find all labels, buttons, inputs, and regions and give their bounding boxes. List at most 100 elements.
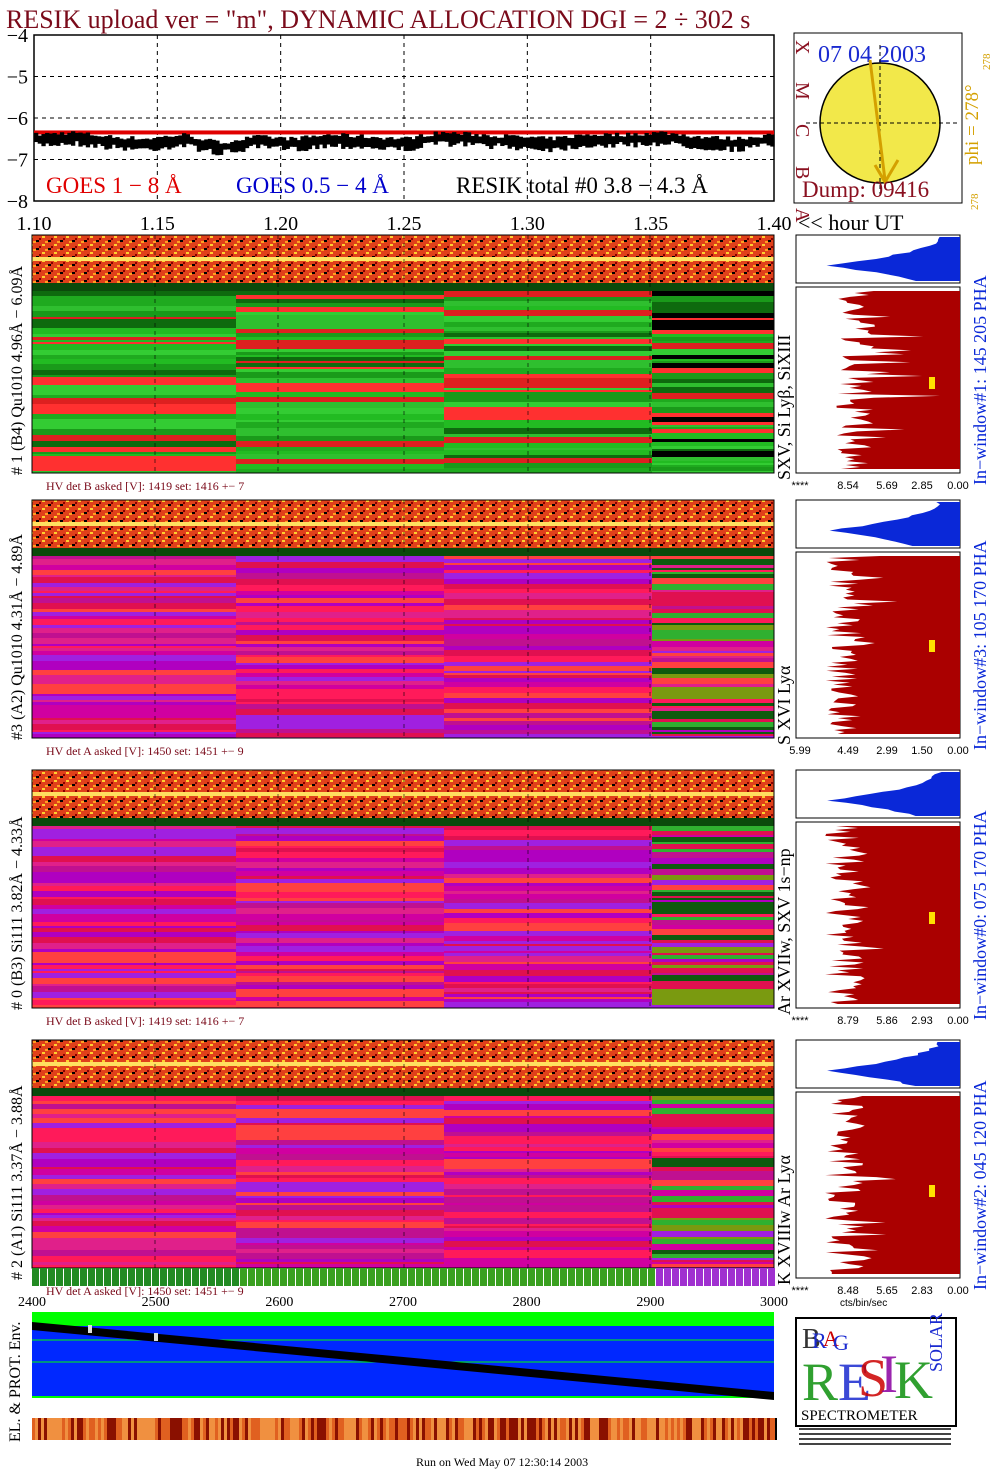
dark-stripe	[32, 1088, 774, 1096]
env-strip-mark	[371, 1418, 374, 1440]
spectra-stripe	[652, 451, 774, 457]
resik-total-bar	[489, 137, 494, 150]
spectra-stripe	[236, 1125, 444, 1130]
spectra-stripe	[444, 1136, 652, 1138]
checker-cell	[728, 1268, 735, 1286]
resik-total-bar	[577, 134, 583, 147]
spectra-stripe	[32, 897, 236, 899]
spectra-stripe	[652, 326, 774, 330]
env-strip-mark	[521, 1418, 524, 1440]
resik-total-bar	[74, 132, 79, 142]
spectra-stripe	[32, 447, 236, 452]
spectra-stripe	[32, 926, 236, 928]
spectra-stripe	[652, 722, 774, 727]
spectra-stripe	[444, 1228, 652, 1231]
hist-red	[825, 556, 960, 734]
env-strip-mark	[446, 1418, 449, 1440]
env-strip-mark	[248, 1418, 251, 1440]
spectra-stripe	[32, 296, 236, 301]
env-strip-mark	[344, 1418, 347, 1440]
spectra-stripe	[236, 454, 444, 459]
spectra-stripe	[652, 912, 774, 914]
spectra-stripe	[236, 846, 444, 848]
spectra-stripe	[652, 858, 774, 864]
spectra-stripe	[652, 1250, 774, 1254]
checker-cell	[224, 1268, 231, 1286]
env-strip-mark	[686, 1418, 689, 1440]
spectra-stripe	[32, 949, 236, 952]
spectra-stripe	[652, 1202, 774, 1205]
resik-total-bar	[755, 137, 760, 147]
resik-total-bar	[485, 135, 490, 147]
spectra-stripe	[444, 1205, 652, 1208]
spectra-stripe	[236, 973, 444, 976]
spectra-stripe	[652, 835, 774, 837]
env-strip-mark	[284, 1418, 287, 1440]
spectra-stripe	[32, 596, 236, 598]
spectra-stripe	[652, 302, 774, 307]
hist-tick-label: 5.99	[789, 745, 810, 757]
legend-goes-long: GOES 1 − 8 Å	[46, 173, 182, 198]
env-strip-mark	[635, 1418, 638, 1440]
resik-total-bar	[737, 136, 742, 152]
spectra-stripe	[652, 1129, 774, 1134]
checker-cell	[608, 1268, 615, 1286]
resik-total-bar	[256, 134, 261, 149]
hist-tick-label: 5.86	[876, 1015, 897, 1027]
spectra-stripe	[32, 1111, 236, 1114]
spectra-stripe	[236, 1154, 444, 1160]
spectra-stripe	[652, 662, 774, 668]
env-strip-mark	[410, 1418, 413, 1440]
spectra-stripe	[32, 886, 236, 891]
env-strip-mark	[536, 1418, 539, 1440]
spectra-stripe	[444, 899, 652, 903]
env-strip-mark	[179, 1418, 182, 1440]
env-strip-mark	[302, 1418, 305, 1440]
spectra-stripe	[652, 393, 774, 399]
spectra-stripe	[652, 1122, 774, 1127]
resik-total-bar	[537, 136, 542, 151]
spectra-stripe	[444, 678, 652, 682]
spectra-stripe	[444, 964, 652, 970]
spectra-stripe	[236, 979, 444, 982]
resik-total-bar	[448, 133, 453, 147]
resik-total-bar	[663, 131, 668, 145]
resik-total-bar	[111, 137, 116, 145]
env-strip-mark	[752, 1418, 755, 1440]
spectra-stripe	[652, 578, 774, 584]
panel-line-label: S XVI Lyα	[774, 665, 794, 745]
env-x-tick-label: 2600	[265, 1295, 293, 1310]
spectra-stripe	[652, 429, 774, 433]
spectra-stripe	[444, 364, 652, 368]
env-strip-mark	[461, 1418, 464, 1440]
resik-total-bar	[725, 136, 731, 147]
spectra-stripe	[32, 1153, 236, 1159]
spectra-stripe	[652, 651, 774, 653]
spectra-stripe	[236, 1249, 444, 1253]
env-strip-mark	[185, 1418, 188, 1440]
env-strip-mark	[584, 1418, 587, 1440]
resik-total-bar	[714, 136, 720, 150]
spectra-stripe	[652, 949, 774, 953]
checker-cell	[296, 1268, 303, 1286]
resik-total-bar	[581, 135, 586, 146]
spectra-stripe	[32, 1218, 236, 1221]
x-axis-label: << hour UT	[798, 210, 904, 235]
spectra-stripe	[236, 933, 444, 938]
spectra-stripe	[652, 427, 774, 429]
env-strip-mark	[497, 1418, 500, 1440]
spectra-stripe	[236, 669, 444, 673]
spectra-stripe	[32, 700, 236, 702]
checker-cell	[376, 1268, 383, 1286]
spectra-stripe	[652, 1186, 774, 1190]
spectra-stripe	[32, 350, 236, 355]
spectra-stripe	[444, 297, 652, 301]
spectra-stripe	[444, 368, 652, 374]
env-strip-mark	[749, 1418, 752, 1440]
spectra-stripe	[652, 940, 774, 943]
spectra-stripe	[32, 847, 236, 850]
checker-cell	[648, 1268, 655, 1286]
hist-tick-label: 1.50	[911, 745, 932, 757]
spectra-stripe	[652, 363, 774, 368]
resik-total-bar	[515, 135, 520, 151]
